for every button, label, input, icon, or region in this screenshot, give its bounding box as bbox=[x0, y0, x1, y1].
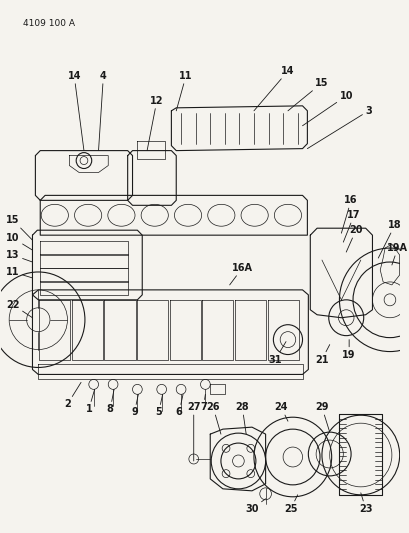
Text: 11: 11 bbox=[176, 71, 192, 111]
Text: 16A: 16A bbox=[229, 263, 252, 285]
Text: 25: 25 bbox=[283, 495, 297, 514]
Text: 10: 10 bbox=[6, 233, 32, 250]
Text: 17: 17 bbox=[342, 210, 360, 242]
Text: 30: 30 bbox=[245, 499, 265, 514]
Text: 16: 16 bbox=[341, 196, 357, 233]
Text: 26: 26 bbox=[206, 402, 220, 434]
Text: 19: 19 bbox=[342, 340, 355, 360]
Text: 4: 4 bbox=[98, 71, 106, 151]
Text: 21: 21 bbox=[315, 345, 329, 365]
Text: 8: 8 bbox=[106, 389, 114, 414]
Text: 10: 10 bbox=[302, 91, 352, 126]
Text: 15: 15 bbox=[287, 78, 328, 111]
Text: 22: 22 bbox=[6, 300, 32, 318]
Text: 15: 15 bbox=[6, 215, 32, 240]
Text: 9: 9 bbox=[131, 394, 138, 417]
Text: 18: 18 bbox=[378, 220, 401, 258]
Text: 7: 7 bbox=[200, 394, 206, 412]
Text: 14: 14 bbox=[253, 66, 294, 111]
Text: 29: 29 bbox=[315, 402, 329, 432]
Text: 24: 24 bbox=[274, 402, 287, 421]
Text: 4109 100 A: 4109 100 A bbox=[23, 19, 74, 28]
Text: 28: 28 bbox=[235, 402, 249, 434]
Text: 23: 23 bbox=[358, 493, 371, 514]
Text: 13: 13 bbox=[6, 250, 32, 262]
Text: 3: 3 bbox=[307, 106, 371, 149]
Text: 5: 5 bbox=[155, 394, 162, 417]
Text: 27: 27 bbox=[187, 402, 200, 461]
Text: 12: 12 bbox=[147, 96, 163, 151]
Text: 31: 31 bbox=[268, 342, 285, 365]
Text: 19A: 19A bbox=[386, 243, 407, 265]
Text: 2: 2 bbox=[64, 382, 81, 409]
Text: 20: 20 bbox=[345, 225, 362, 252]
Text: 14: 14 bbox=[67, 71, 84, 151]
Text: 11: 11 bbox=[6, 267, 32, 278]
Text: 6: 6 bbox=[175, 394, 182, 417]
Text: 1: 1 bbox=[85, 389, 94, 414]
